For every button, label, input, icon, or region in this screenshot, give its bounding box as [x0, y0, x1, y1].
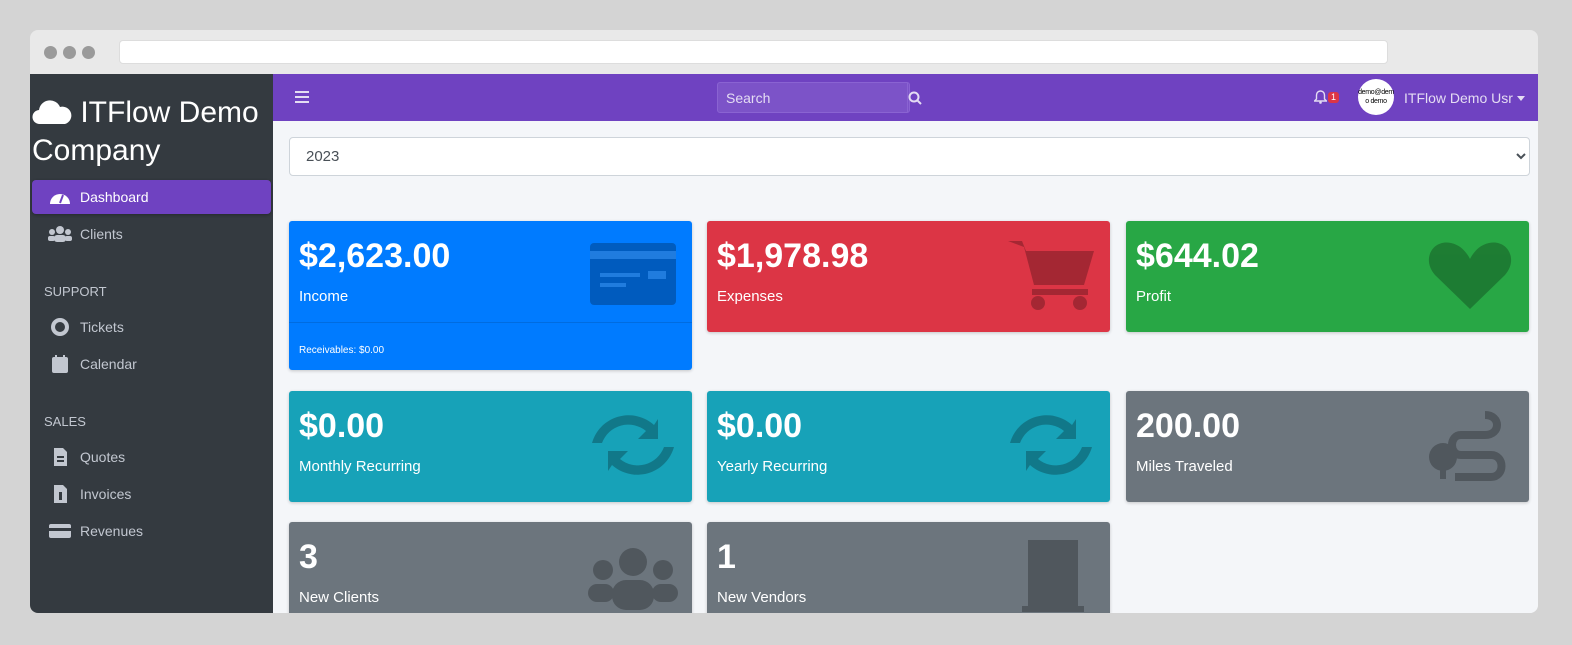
- lifering-icon: [51, 318, 69, 336]
- stat-card-expenses[interactable]: $1,978.98 Expenses: [707, 221, 1110, 332]
- sidebar-item-dashboard[interactable]: Dashboard: [32, 180, 271, 214]
- stat-value: 200.00: [1136, 407, 1240, 445]
- window-dot[interactable]: [44, 46, 57, 59]
- quote-file-icon: [54, 448, 67, 466]
- stat-card-yearly-recurring[interactable]: $0.00 Yearly Recurring: [707, 391, 1110, 502]
- browser-window: ITFlow Demo Company Dashboard Clients SU…: [30, 30, 1538, 613]
- stat-label: Expenses: [717, 288, 783, 305]
- stat-footer: Receivables: $0.00: [289, 322, 692, 356]
- stat-card-miles-traveled[interactable]: 200.00 Miles Traveled: [1126, 391, 1529, 502]
- search-input[interactable]: [718, 83, 907, 112]
- sidebar-item-invoices[interactable]: Invoices: [32, 477, 271, 511]
- stat-card-monthly-recurring[interactable]: $0.00 Monthly Recurring: [289, 391, 692, 502]
- avatar[interactable]: demo@demo demo: [1358, 79, 1394, 115]
- stat-label: New Clients: [299, 589, 380, 606]
- stat-label: Profit: [1136, 288, 1172, 305]
- credit-card-icon: [49, 524, 71, 538]
- stat-value: $1,978.98: [717, 237, 869, 275]
- sync-icon: [592, 415, 674, 475]
- caret-down-icon: [1516, 96, 1525, 101]
- stat-value: $644.02: [1136, 237, 1259, 275]
- search-form: [717, 82, 922, 113]
- heart-icon: [1428, 242, 1512, 309]
- stat-label: Yearly Recurring: [717, 458, 828, 475]
- browser-chrome: [30, 30, 1538, 74]
- window-dot[interactable]: [63, 46, 76, 59]
- cloud-icon: [32, 100, 72, 125]
- search-icon: [908, 91, 922, 105]
- route-icon: [1429, 411, 1506, 481]
- top-navbar: 1 demo@demo demo ITFlow Demo Usr: [273, 74, 1538, 121]
- section-header-support: SUPPORT: [44, 284, 107, 299]
- bell-icon[interactable]: [1314, 90, 1327, 104]
- stat-value: 1: [717, 538, 736, 576]
- year-select[interactable]: 2023: [289, 137, 1530, 176]
- window-dot[interactable]: [82, 46, 95, 59]
- stat-label: Income: [299, 288, 349, 305]
- menu-toggle-icon[interactable]: [295, 91, 309, 103]
- stat-value: 3: [299, 538, 318, 576]
- search-button[interactable]: [907, 83, 922, 112]
- stat-label: Miles Traveled: [1136, 458, 1233, 475]
- cart-icon: [1008, 241, 1094, 310]
- sidebar-item-clients[interactable]: Clients: [32, 217, 271, 251]
- stat-label: New Vendors: [717, 589, 807, 606]
- stat-card-new-vendors[interactable]: 1 New Vendors: [707, 522, 1110, 613]
- stat-value: $0.00: [299, 407, 385, 445]
- stat-label: Monthly Recurring: [299, 458, 421, 475]
- gauge-icon: [50, 194, 70, 204]
- building-icon: [1022, 540, 1084, 612]
- sidebar-item-tickets[interactable]: Tickets: [32, 310, 271, 344]
- credit-card-icon: [590, 243, 676, 305]
- users-icon: [48, 226, 72, 242]
- stat-value: $0.00: [717, 407, 803, 445]
- user-menu[interactable]: ITFlow Demo Usr: [1404, 90, 1525, 106]
- users-icon: [588, 548, 678, 610]
- sidebar: ITFlow Demo Company Dashboard Clients SU…: [30, 74, 273, 613]
- stat-card-income[interactable]: $2,623.00 Income Receivables: $0.00: [289, 221, 692, 370]
- main-content: 1 demo@demo demo ITFlow Demo Usr 2023 $2…: [273, 74, 1538, 613]
- stat-value: $2,623.00: [299, 237, 451, 275]
- invoice-file-icon: [54, 485, 67, 503]
- sync-icon: [1010, 415, 1092, 475]
- sidebar-item-revenues[interactable]: Revenues: [32, 514, 271, 548]
- sidebar-item-quotes[interactable]: Quotes: [32, 440, 271, 474]
- address-bar[interactable]: [119, 40, 1388, 64]
- notification-badge: 1: [1328, 92, 1340, 103]
- brand-link[interactable]: ITFlow Demo Company: [32, 96, 259, 167]
- calendar-icon: [52, 355, 68, 373]
- stat-card-new-clients[interactable]: 3 New Clients: [289, 522, 692, 613]
- section-header-sales: SALES: [44, 414, 86, 429]
- stat-card-profit[interactable]: $644.02 Profit: [1126, 221, 1529, 332]
- sidebar-item-calendar[interactable]: Calendar: [32, 347, 271, 381]
